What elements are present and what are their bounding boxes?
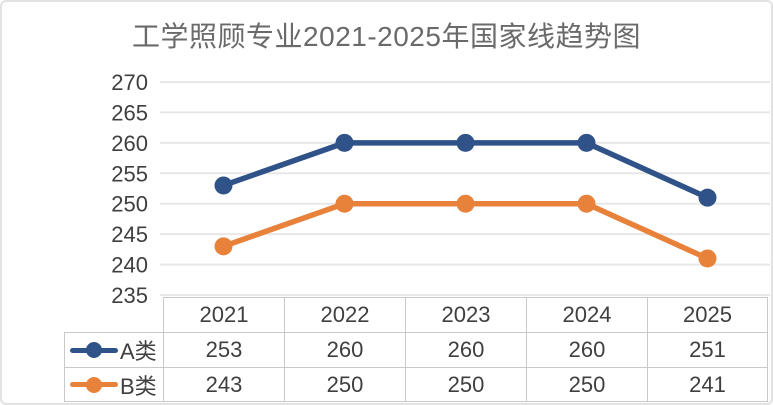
legend-label: A类 [120,339,157,364]
cell-B类-2022: 250 [284,367,405,402]
legend-marker-icon [70,376,118,394]
chart-title: 工学照顾专业2021-2025年国家线趋势图 [132,21,641,52]
y-axis-tick-260: 260 [111,131,148,156]
cell-A类-2021: 253 [163,332,284,367]
year-header-2025: 2025 [647,297,768,332]
cell-B类-2025: 241 [647,367,768,402]
y-axis-tick-250: 250 [111,192,148,217]
marker-A类-2025 [698,188,717,207]
chart-table: 2021 2022 2023 2024 2025 A类 253 260 260 260 251 B类 2… [64,297,768,402]
marker-A类-2024 [577,133,596,152]
cell-A类-2023: 260 [405,332,526,367]
cell-B类-2021: 243 [163,367,284,402]
legend-header-cell [64,297,163,332]
year-header-2023: 2023 [405,297,526,332]
y-axis-tick-270: 270 [111,70,148,95]
legend-marker-icon [70,341,118,359]
y-axis-tick-255: 255 [111,161,148,186]
year-header-2021: 2021 [163,297,284,332]
year-header-2022: 2022 [284,297,405,332]
marker-A类-2021 [214,176,233,195]
y-axis-tick-265: 265 [111,100,148,125]
legend-item-A类: A类 [64,332,163,367]
cell-A类-2024: 260 [526,332,647,367]
y-axis-tick-245: 245 [111,222,148,247]
y-axis-tick-235: 235 [111,283,148,308]
marker-A类-2022 [335,133,354,152]
marker-B类-2024 [577,194,596,213]
marker-B类-2025 [698,249,717,268]
legend-item-B类: B类 [64,367,163,402]
marker-B类-2022 [335,194,354,213]
legend-label: B类 [120,373,157,399]
marker-A类-2023 [456,133,475,152]
marker-B类-2023 [456,194,475,213]
cell-B类-2023: 250 [405,367,526,402]
y-axis-tick-240: 240 [111,253,148,278]
year-header-2024: 2024 [526,297,647,332]
marker-B类-2021 [214,237,233,256]
cell-B类-2024: 250 [526,367,647,402]
cell-A类-2025: 251 [647,332,768,367]
cell-A类-2022: 260 [284,332,405,367]
